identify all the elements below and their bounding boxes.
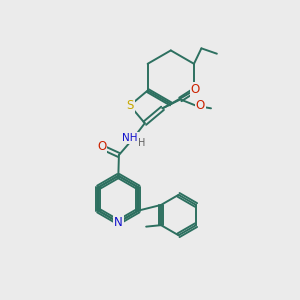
Text: O: O [97,140,106,154]
Text: NH: NH [122,133,138,143]
Text: O: O [196,99,205,112]
Text: N: N [114,216,123,229]
Text: S: S [126,99,134,112]
Text: O: O [190,83,200,96]
Text: H: H [137,138,145,148]
